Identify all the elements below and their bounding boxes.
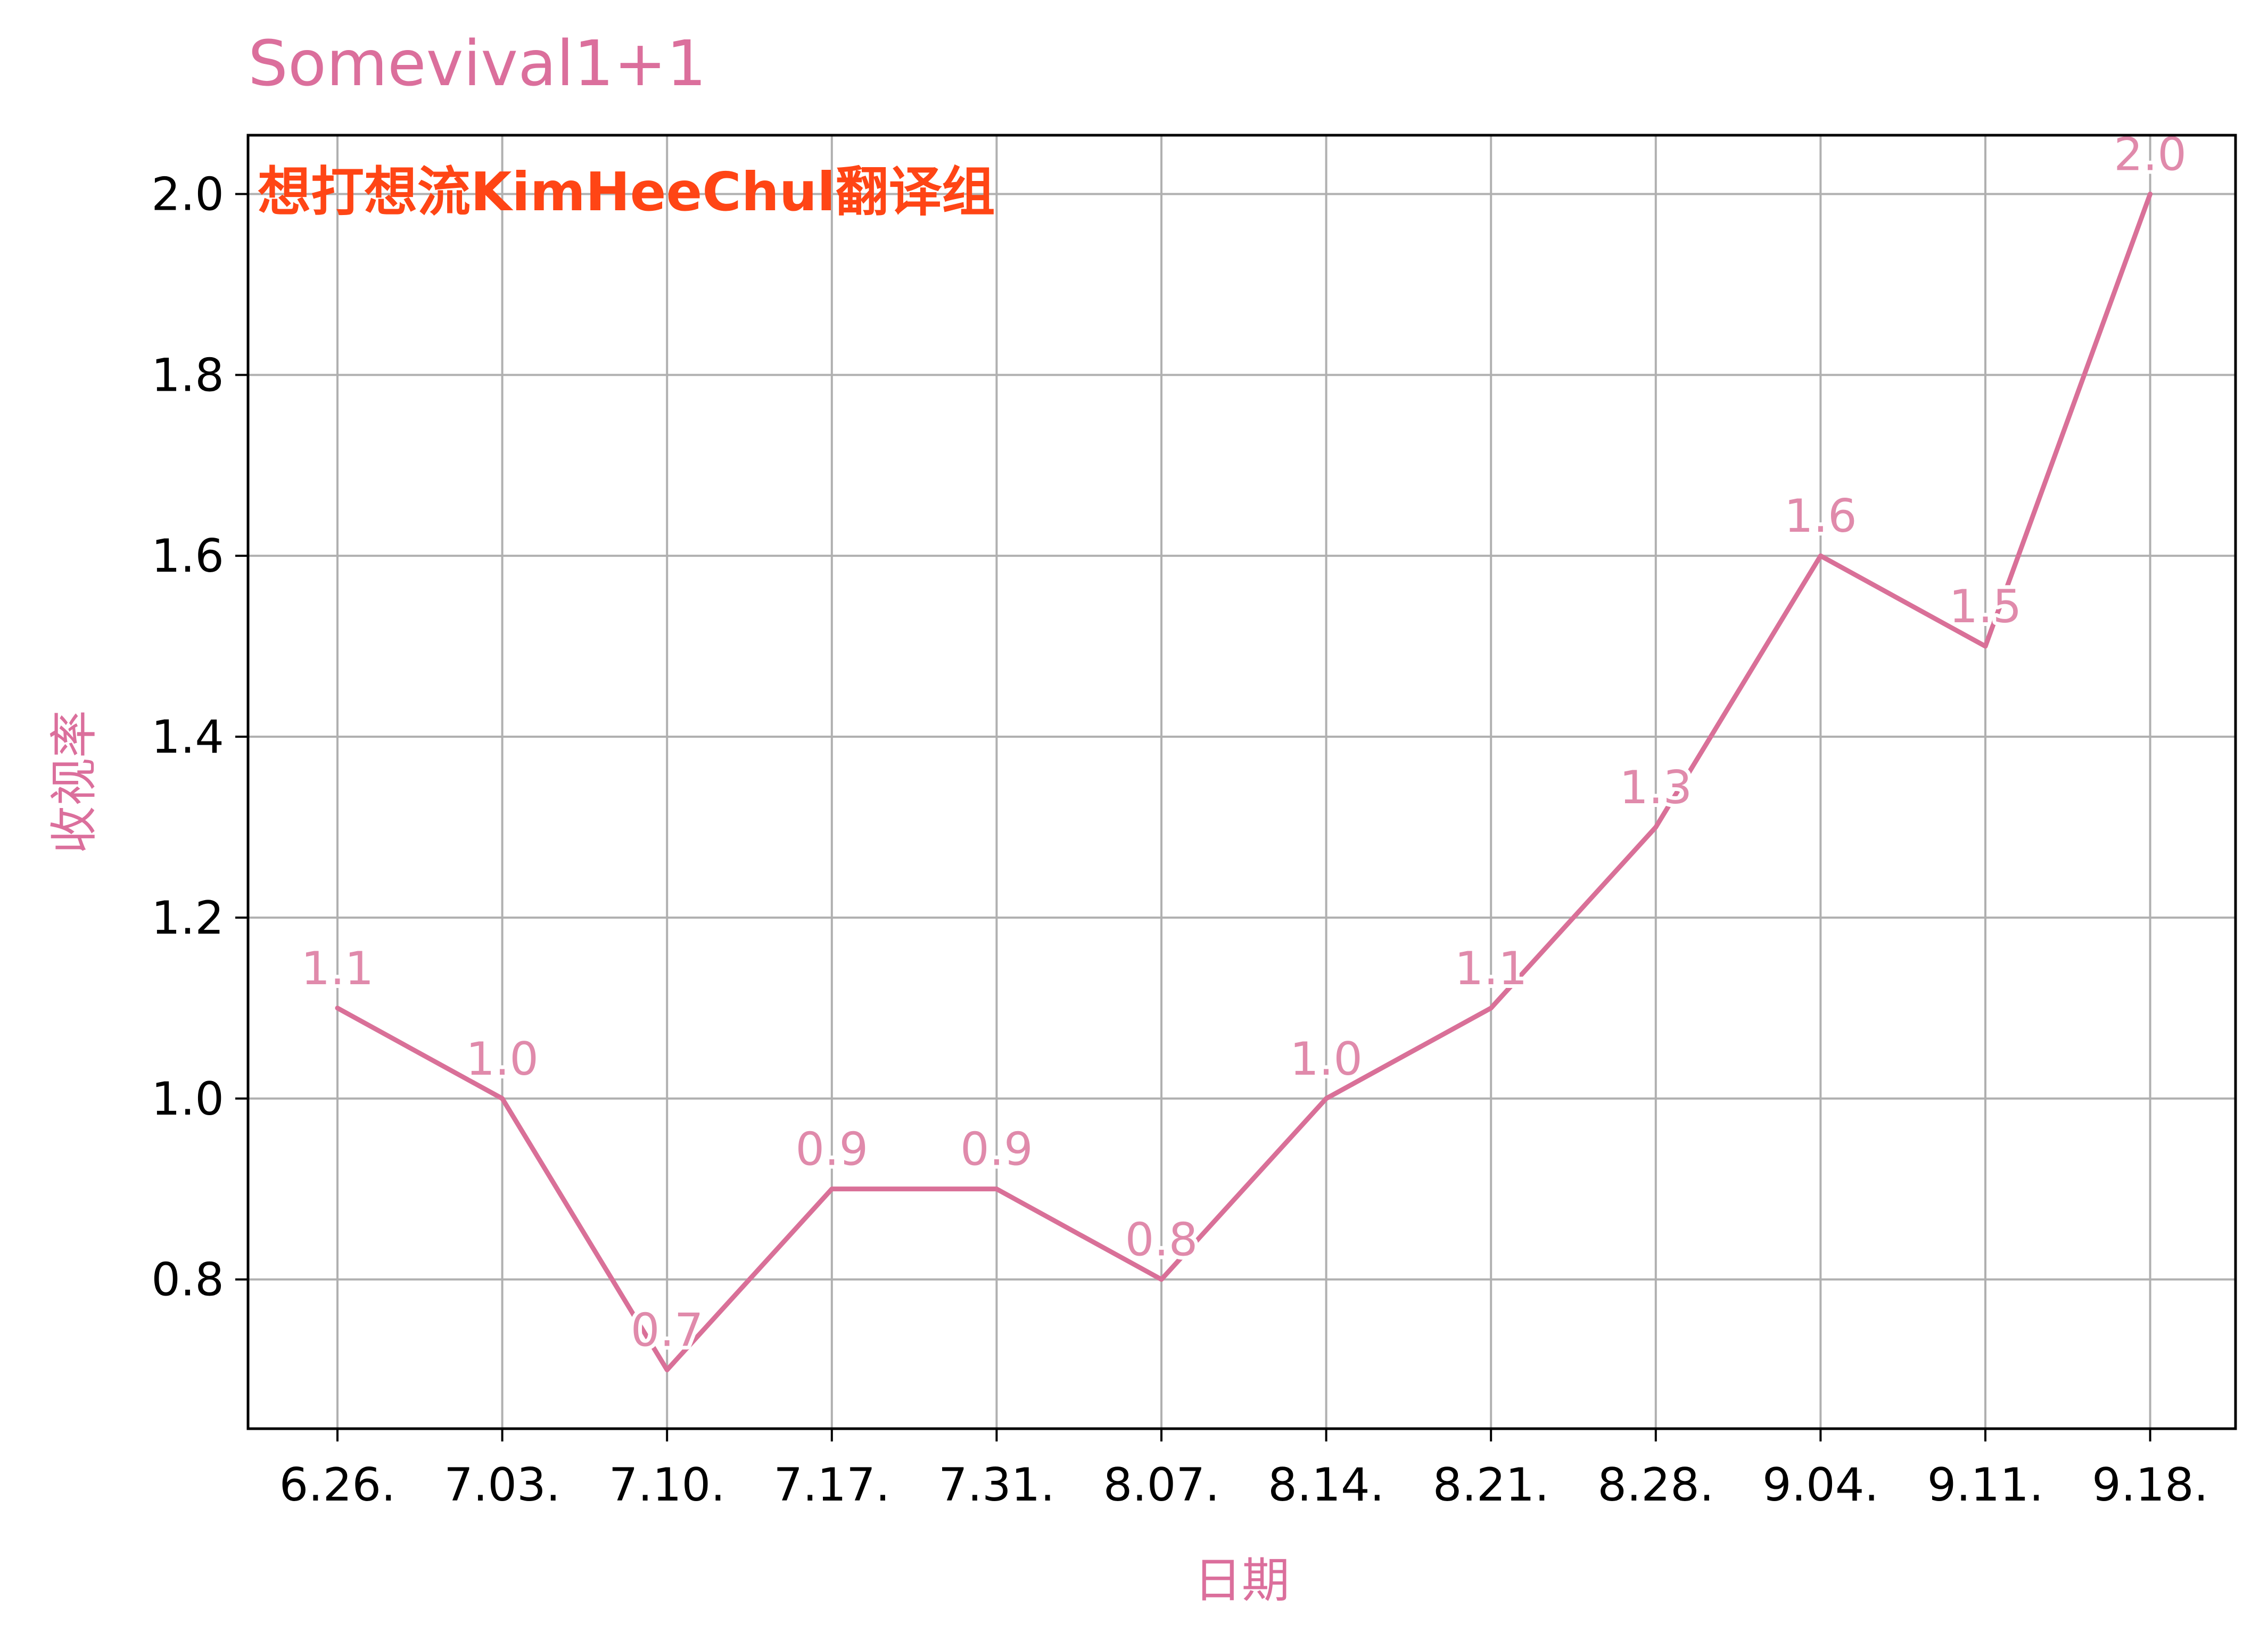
y-axis: 0.8 1.0 1.2 1.4 1.6 1.8 2.0 bbox=[151, 168, 248, 1307]
y-tick-label: 1.0 bbox=[151, 1073, 224, 1126]
x-tick-label: 7.31. bbox=[938, 1458, 1055, 1512]
x-tick-label: 8.07. bbox=[1103, 1458, 1220, 1512]
y-axis-label: 收视率 bbox=[46, 710, 102, 854]
chart-annotation: 想打想流KimHeeChul翻译组 bbox=[258, 161, 995, 223]
y-tick-label: 1.2 bbox=[151, 892, 224, 945]
data-label: 0.7 bbox=[631, 1304, 704, 1357]
plot-frame bbox=[246, 134, 2237, 1430]
y-tick-label: 1.4 bbox=[151, 711, 224, 764]
x-tick-label: 7.03. bbox=[444, 1458, 560, 1512]
chart-title: Somevival1+1 bbox=[248, 27, 706, 100]
grid bbox=[248, 135, 2236, 1429]
series-line-layer bbox=[335, 191, 2153, 1373]
x-tick-label: 9.18. bbox=[2092, 1458, 2208, 1512]
x-tick-label: 8.21. bbox=[1433, 1458, 1549, 1512]
y-tick-label: 0.8 bbox=[151, 1254, 224, 1307]
data-label: 1.3 bbox=[1619, 761, 1692, 814]
y-tick-label: 1.8 bbox=[151, 349, 224, 402]
data-label: 1.5 bbox=[1949, 580, 2022, 633]
x-tick-label: 8.28. bbox=[1597, 1458, 1714, 1512]
x-tick-label: 8.14. bbox=[1268, 1458, 1384, 1512]
x-tick-label: 9.11. bbox=[1927, 1458, 2044, 1512]
x-tick-label: 9.04. bbox=[1762, 1458, 1879, 1512]
x-axis-label: 日期 bbox=[1194, 1553, 1290, 1609]
data-label: 0.9 bbox=[795, 1123, 868, 1176]
data-label: 1.0 bbox=[466, 1033, 539, 1086]
x-axis: 6.26. 7.03. 7.10. 7.17. 7.31. 8.07. 8.14. 8.21.… bbox=[279, 1429, 2208, 1512]
data-label: 0.9 bbox=[960, 1123, 1033, 1176]
data-label: 0.8 bbox=[1125, 1214, 1198, 1267]
series-line bbox=[335, 191, 2153, 1373]
data-label: 1.6 bbox=[1784, 490, 1857, 543]
x-tick-label: 6.26. bbox=[279, 1458, 396, 1512]
data-label: 1.1 bbox=[1455, 942, 1528, 995]
x-tick-label: 7.17. bbox=[773, 1458, 890, 1512]
y-tick-label: 1.6 bbox=[151, 530, 224, 583]
data-label: 2.0 bbox=[2114, 128, 2187, 181]
data-label-layer: 1.1 1.0 0.7 0.9 0.9 0.8 1.0 1.1 1.3 1.6 1.5 2.0 bbox=[298, 124, 2190, 1361]
data-label: 1.1 bbox=[301, 942, 374, 995]
data-label: 1.0 bbox=[1290, 1033, 1363, 1086]
x-tick-label: 7.10. bbox=[609, 1458, 725, 1512]
y-tick-label: 2.0 bbox=[151, 168, 224, 221]
